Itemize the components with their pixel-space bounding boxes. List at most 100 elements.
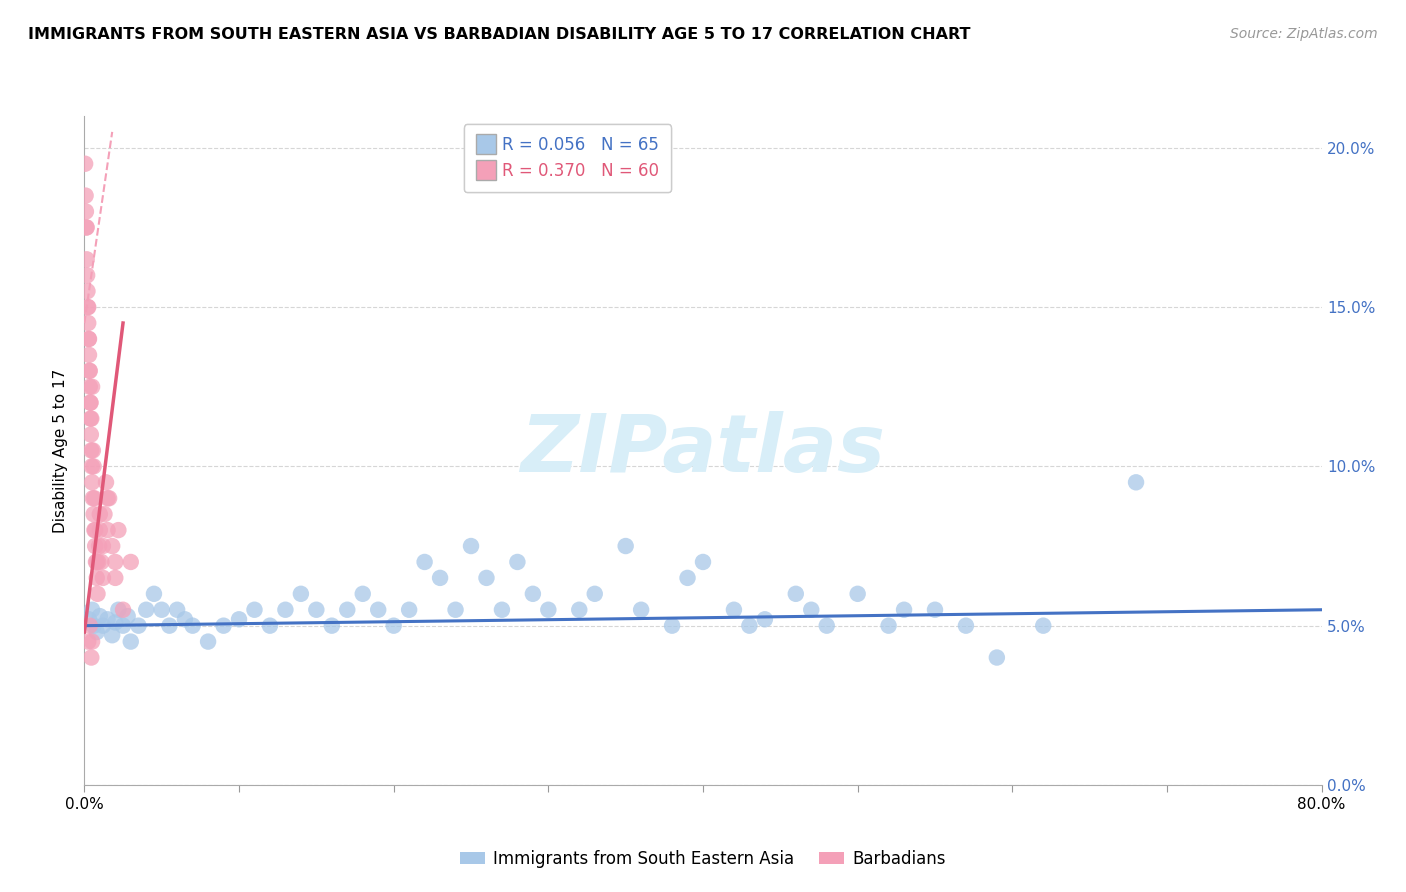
Point: [80, 411, 103, 425]
Point: [86, 625, 108, 640]
Point: [429, 571, 451, 585]
Point: [107, 603, 129, 617]
Point: [87, 539, 110, 553]
Point: [398, 603, 420, 617]
Point: [76, 220, 98, 235]
Point: [120, 555, 142, 569]
Text: ZIPatlas: ZIPatlas: [520, 411, 886, 490]
Point: [75, 204, 97, 219]
Y-axis label: Disability Age 5 to 17: Disability Age 5 to 17: [53, 368, 69, 533]
Point: [181, 618, 204, 632]
Point: [506, 555, 529, 569]
Point: [212, 618, 235, 632]
Point: [893, 603, 915, 617]
Point: [101, 628, 124, 642]
Point: [305, 603, 328, 617]
Point: [82, 491, 104, 506]
Point: [82, 634, 104, 648]
Point: [80, 443, 103, 458]
Point: [955, 618, 977, 632]
Point: [107, 523, 129, 537]
Point: [243, 603, 266, 617]
Point: [79, 380, 101, 394]
Point: [112, 603, 135, 617]
Point: [150, 603, 173, 617]
Point: [79, 395, 101, 409]
Point: [93, 507, 115, 521]
Point: [117, 609, 139, 624]
Point: [128, 618, 150, 632]
Point: [785, 587, 807, 601]
Point: [77, 332, 100, 346]
Point: [159, 618, 181, 632]
Point: [77, 612, 100, 626]
Point: [82, 603, 104, 617]
Point: [87, 555, 110, 569]
Point: [166, 603, 188, 617]
Point: [522, 587, 544, 601]
Point: [723, 603, 745, 617]
Point: [336, 603, 359, 617]
Point: [79, 618, 101, 632]
Point: [77, 300, 100, 314]
Point: [83, 523, 105, 537]
Point: [413, 555, 436, 569]
Point: [91, 539, 114, 553]
Point: [89, 507, 111, 521]
Point: [77, 348, 100, 362]
Point: [76, 284, 98, 298]
Point: [94, 475, 117, 490]
Point: [676, 571, 699, 585]
Point: [83, 491, 105, 506]
Point: [104, 555, 127, 569]
Text: IMMIGRANTS FROM SOUTH EASTERN ASIA VS BARBADIAN DISABILITY AGE 5 TO 17 CORRELATI: IMMIGRANTS FROM SOUTH EASTERN ASIA VS BA…: [28, 27, 970, 42]
Point: [101, 539, 124, 553]
Point: [84, 555, 107, 569]
Point: [75, 157, 97, 171]
Point: [537, 603, 560, 617]
Point: [83, 618, 105, 632]
Point: [460, 539, 482, 553]
Point: [815, 618, 838, 632]
Point: [352, 587, 374, 601]
Point: [444, 603, 467, 617]
Point: [491, 603, 513, 617]
Point: [583, 587, 606, 601]
Point: [846, 587, 869, 601]
Point: [76, 300, 98, 314]
Point: [82, 475, 104, 490]
Point: [89, 523, 111, 537]
Point: [75, 220, 97, 235]
Point: [692, 555, 714, 569]
Point: [79, 364, 101, 378]
Point: [84, 539, 107, 553]
Point: [77, 316, 100, 330]
Point: [568, 603, 591, 617]
Point: [738, 618, 761, 632]
Point: [97, 612, 120, 626]
Point: [80, 459, 103, 474]
Point: [290, 587, 312, 601]
Point: [79, 411, 101, 425]
Point: [321, 618, 343, 632]
Point: [83, 459, 105, 474]
Point: [80, 427, 103, 442]
Point: [800, 603, 823, 617]
Point: [86, 571, 108, 585]
Point: [924, 603, 946, 617]
Point: [1032, 618, 1054, 632]
Point: [79, 395, 101, 409]
Point: [274, 603, 297, 617]
Point: [259, 618, 281, 632]
Point: [75, 188, 97, 202]
Point: [143, 587, 166, 601]
Text: Source: ZipAtlas.com: Source: ZipAtlas.com: [1230, 27, 1378, 41]
Point: [986, 650, 1008, 665]
Point: [84, 523, 107, 537]
Point: [82, 443, 104, 458]
Point: [630, 603, 652, 617]
Point: [661, 618, 683, 632]
Point: [90, 555, 112, 569]
Point: [89, 609, 111, 624]
Point: [82, 380, 104, 394]
